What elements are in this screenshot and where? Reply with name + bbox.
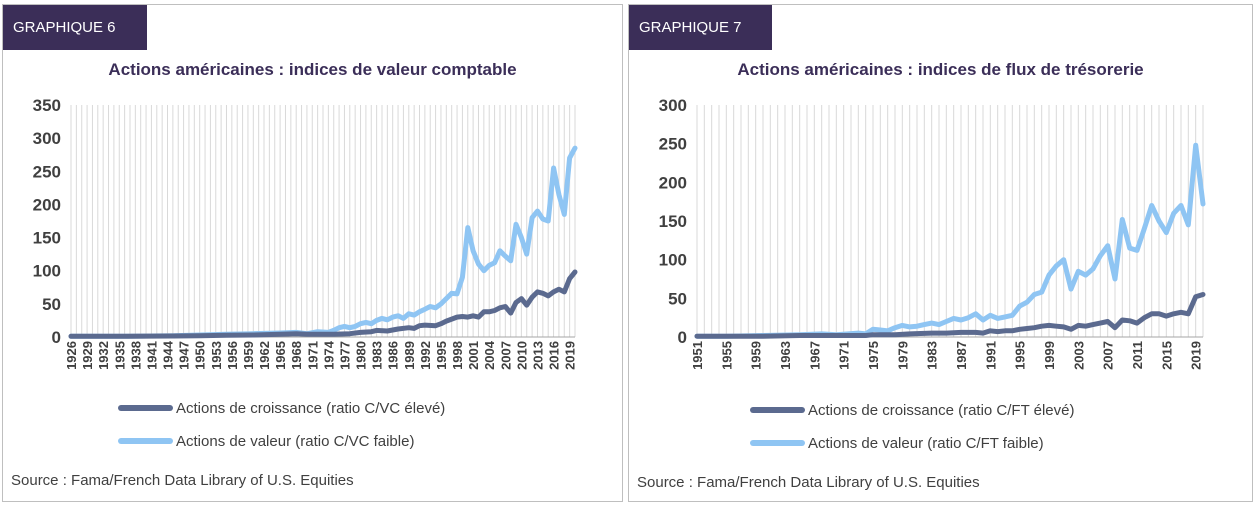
x-tick-label: 1975 bbox=[866, 341, 881, 370]
grid bbox=[70, 105, 576, 337]
x-tick-label: 2019 bbox=[1189, 341, 1204, 370]
x-tick-label: 1991 bbox=[983, 341, 998, 370]
legend-item-growth: Actions de croissance (ratio C/VC élevé) bbox=[118, 398, 445, 418]
chart-tag: GRAPHIQUE 6 bbox=[3, 5, 147, 50]
x-tick-label: 1983 bbox=[370, 341, 385, 370]
x-tick-label: 1950 bbox=[193, 341, 208, 370]
series-line-growth bbox=[694, 292, 1206, 339]
x-tick-label: 1995 bbox=[1013, 341, 1028, 370]
x-tick-label: 1998 bbox=[450, 341, 465, 370]
x-tick-label: 1944 bbox=[161, 340, 176, 370]
legend-swatch-growth bbox=[118, 405, 173, 411]
y-tick-label: 200 bbox=[659, 173, 687, 192]
legend-item-growth: Actions de croissance (ratio C/FT élevé) bbox=[750, 400, 1075, 420]
x-tick-label: 1987 bbox=[954, 341, 969, 370]
x-tick-label: 1971 bbox=[305, 341, 320, 370]
x-tick-label: 1963 bbox=[778, 341, 793, 370]
y-tick-label: 100 bbox=[33, 262, 61, 281]
x-tick-label: 1967 bbox=[807, 341, 822, 370]
x-tick-label: 1965 bbox=[273, 341, 288, 370]
x-tick-label: 1959 bbox=[749, 341, 764, 370]
x-tick-label: 1968 bbox=[289, 341, 304, 370]
x-tick-label: 1980 bbox=[354, 341, 369, 370]
x-tick-label: 2007 bbox=[498, 341, 513, 370]
legend-item-value: Actions de valeur (ratio C/VC faible) bbox=[118, 431, 414, 451]
x-tick-label: 1932 bbox=[96, 341, 111, 370]
x-tick-label: 2003 bbox=[1071, 341, 1086, 370]
x-tick-label: 1979 bbox=[895, 341, 910, 370]
x-tick-label: 1926 bbox=[64, 341, 79, 370]
chart-tag: GRAPHIQUE 7 bbox=[629, 5, 772, 50]
x-tick-label: 2010 bbox=[514, 341, 529, 370]
legend-swatch-growth bbox=[750, 407, 805, 413]
x-tick-label: 1983 bbox=[925, 341, 940, 370]
y-tick-label: 250 bbox=[659, 135, 687, 154]
x-tick-label: 1992 bbox=[418, 341, 433, 370]
y-tick-label: 150 bbox=[33, 229, 61, 248]
x-tick-label: 2019 bbox=[563, 341, 578, 370]
x-tick-label: 1953 bbox=[209, 341, 224, 370]
chart-panel-7: GRAPHIQUE 7 Actions américaines : indice… bbox=[628, 4, 1253, 502]
x-tick-label: 2016 bbox=[547, 341, 562, 370]
x-tick-label: 2011 bbox=[1130, 341, 1145, 369]
x-tick-label: 1971 bbox=[837, 341, 852, 370]
chart-panel-6: GRAPHIQUE 6 Actions américaines : indice… bbox=[2, 4, 623, 502]
legend-swatch-value bbox=[118, 438, 173, 444]
x-tick-label: 1956 bbox=[225, 341, 240, 370]
x-tick-label: 1935 bbox=[112, 341, 127, 370]
x-tick-label: 1995 bbox=[434, 341, 449, 370]
x-tick-label: 1974 bbox=[321, 340, 336, 370]
x-tick-label: 1951 bbox=[690, 341, 705, 370]
grid bbox=[696, 105, 1204, 337]
x-tick-label: 1955 bbox=[719, 341, 734, 370]
legend-swatch-value bbox=[750, 440, 805, 446]
x-tick-label: 1941 bbox=[144, 341, 159, 370]
y-tick-label: 50 bbox=[42, 295, 61, 314]
line-chart: 0 50 100 150 200 250 300 1951 1955 1959 1963 1967 19… bbox=[659, 96, 1206, 370]
x-tick-label: 1989 bbox=[402, 341, 417, 370]
y-tick-label: 50 bbox=[668, 289, 687, 308]
x-tick-label: 1986 bbox=[386, 341, 401, 370]
y-tick-label: 0 bbox=[678, 328, 687, 347]
x-tick-label: 2013 bbox=[530, 341, 545, 370]
x-tick-label: 1977 bbox=[337, 341, 352, 370]
chart-title: Actions américaines : indices de valeur … bbox=[108, 60, 517, 79]
x-tick-label: 2001 bbox=[466, 341, 481, 370]
source-note: Source : Fama/French Data Library of U.S… bbox=[637, 474, 980, 491]
y-tick-label: 0 bbox=[52, 328, 61, 347]
y-tick-label: 300 bbox=[659, 96, 687, 115]
y-tick-label: 300 bbox=[33, 129, 61, 148]
y-tick-label: 250 bbox=[33, 162, 61, 181]
y-tick-label: 350 bbox=[33, 96, 61, 115]
series-line-value bbox=[694, 142, 1206, 339]
x-tick-label: 1962 bbox=[257, 341, 272, 370]
y-tick-label: 100 bbox=[659, 251, 687, 270]
x-tick-label: 1999 bbox=[1042, 341, 1057, 370]
source-note: Source : Fama/French Data Library of U.S… bbox=[11, 472, 354, 489]
legend-item-value: Actions de valeur (ratio C/FT faible) bbox=[750, 433, 1044, 453]
series-line-growth bbox=[68, 269, 578, 339]
x-tick-label: 2007 bbox=[1101, 341, 1116, 370]
y-tick-label: 150 bbox=[659, 212, 687, 231]
x-tick-label: 1947 bbox=[177, 341, 192, 370]
x-tick-label: 1959 bbox=[241, 341, 256, 370]
x-tick-label: 1929 bbox=[80, 341, 95, 370]
legend-label-value: Actions de valeur (ratio C/FT faible) bbox=[808, 434, 1044, 452]
y-tick-label: 200 bbox=[33, 195, 61, 214]
legend-label-growth: Actions de croissance (ratio C/VC élevé) bbox=[176, 399, 446, 417]
x-tick-label: 2004 bbox=[482, 340, 497, 370]
line-chart: 0 50 100 150 200 250 300 350 1926 1929 1932 1935 193… bbox=[33, 96, 578, 370]
x-tick-label: 2015 bbox=[1159, 341, 1174, 370]
legend-label-growth: Actions de croissance (ratio C/FT élevé) bbox=[808, 401, 1075, 419]
x-tick-label: 1938 bbox=[128, 341, 143, 370]
chart-title: Actions américaines : indices de flux de… bbox=[737, 60, 1144, 79]
legend-label-value: Actions de valeur (ratio C/VC faible) bbox=[176, 432, 415, 450]
